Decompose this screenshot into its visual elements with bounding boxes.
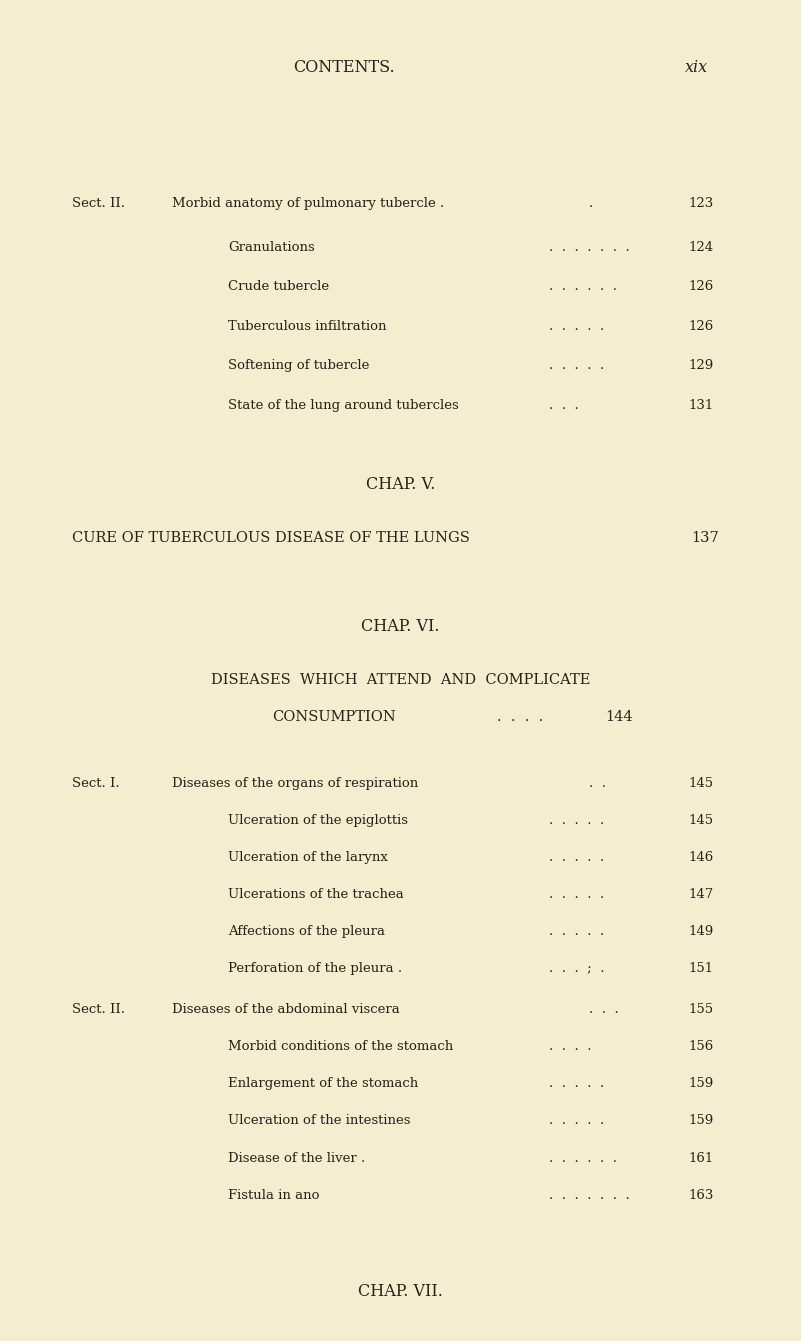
Text: 131: 131 [688, 398, 714, 412]
Text: Morbid conditions of the stomach: Morbid conditions of the stomach [228, 1041, 453, 1053]
Text: 155: 155 [688, 1003, 714, 1016]
Text: Tuberculous infiltration: Tuberculous infiltration [228, 319, 387, 333]
Text: 149: 149 [688, 925, 714, 939]
Text: Disease of the liver .: Disease of the liver . [228, 1152, 365, 1164]
Text: .  .  .  .  .  .  .: . . . . . . . [549, 1188, 630, 1202]
Text: Ulceration of the larynx: Ulceration of the larynx [228, 852, 388, 864]
Text: .  .: . . [589, 776, 606, 790]
Text: CHAP. VII.: CHAP. VII. [358, 1283, 443, 1299]
Text: 159: 159 [688, 1114, 714, 1128]
Text: 137: 137 [691, 531, 718, 544]
Text: xix: xix [686, 59, 708, 76]
Text: 123: 123 [688, 197, 714, 211]
Text: 151: 151 [688, 963, 714, 975]
Text: .: . [589, 197, 593, 211]
Text: DISEASES  WHICH  ATTEND  AND  COMPLICATE: DISEASES WHICH ATTEND AND COMPLICATE [211, 673, 590, 687]
Text: Sect. I.: Sect. I. [72, 776, 119, 790]
Text: .  .  .  .: . . . . [497, 709, 543, 724]
Text: .  .  .  .  .: . . . . . [549, 852, 604, 864]
Text: .  .  .  .  .: . . . . . [549, 888, 604, 901]
Text: 156: 156 [688, 1041, 714, 1053]
Text: 126: 126 [688, 280, 714, 294]
Text: Perforation of the pleura .: Perforation of the pleura . [228, 963, 402, 975]
Text: .  .  .  .  .  .: . . . . . . [549, 280, 617, 294]
Text: Diseases of the abdominal viscera: Diseases of the abdominal viscera [172, 1003, 400, 1016]
Text: Ulcerations of the trachea: Ulcerations of the trachea [228, 888, 404, 901]
Text: 163: 163 [688, 1188, 714, 1202]
Text: .  .  .  .  .: . . . . . [549, 1114, 604, 1128]
Text: CONSUMPTION: CONSUMPTION [272, 709, 396, 724]
Text: Sect. II.: Sect. II. [72, 197, 125, 211]
Text: Crude tubercle: Crude tubercle [228, 280, 329, 294]
Text: CHAP. VI.: CHAP. VI. [361, 618, 440, 636]
Text: Softening of tubercle: Softening of tubercle [228, 359, 369, 373]
Text: Diseases of the organs of respiration: Diseases of the organs of respiration [172, 776, 418, 790]
Text: Sect. II.: Sect. II. [72, 1003, 125, 1016]
Text: CHAP. V.: CHAP. V. [366, 476, 435, 493]
Text: .  .  .  .  .: . . . . . [549, 359, 604, 373]
Text: .  .  .  .: . . . . [549, 1041, 591, 1053]
Text: Fistula in ano: Fistula in ano [228, 1188, 320, 1202]
Text: .  .  .  .  .: . . . . . [549, 925, 604, 939]
Text: Morbid anatomy of pulmonary tubercle .: Morbid anatomy of pulmonary tubercle . [172, 197, 445, 211]
Text: .  .  .  .  .: . . . . . [549, 319, 604, 333]
Text: Enlargement of the stomach: Enlargement of the stomach [228, 1077, 419, 1090]
Text: .  .  .  .  .  .  .: . . . . . . . [549, 240, 630, 253]
Text: CURE OF TUBERCULOUS DISEASE OF THE LUNGS: CURE OF TUBERCULOUS DISEASE OF THE LUNGS [72, 531, 470, 544]
Text: Ulceration of the epiglottis: Ulceration of the epiglottis [228, 814, 409, 827]
Text: 145: 145 [688, 814, 714, 827]
Text: .  .  .  .  .  .: . . . . . . [549, 1152, 617, 1164]
Text: Ulceration of the intestines: Ulceration of the intestines [228, 1114, 411, 1128]
Text: State of the lung around tubercles: State of the lung around tubercles [228, 398, 459, 412]
Text: 147: 147 [688, 888, 714, 901]
Text: .  .  .  ;  .: . . . ; . [549, 963, 604, 975]
Text: Granulations: Granulations [228, 240, 315, 253]
Text: .  .  .  .  .: . . . . . [549, 814, 604, 827]
Text: 144: 144 [605, 709, 632, 724]
Text: 146: 146 [688, 852, 714, 864]
Text: .  .  .: . . . [549, 398, 578, 412]
Text: .  .  .  .  .: . . . . . [549, 1077, 604, 1090]
Text: .  .  .: . . . [589, 1003, 618, 1016]
Text: 129: 129 [688, 359, 714, 373]
Text: 145: 145 [688, 776, 714, 790]
Text: CONTENTS.: CONTENTS. [294, 59, 395, 76]
Text: 124: 124 [688, 240, 714, 253]
Text: Affections of the pleura: Affections of the pleura [228, 925, 385, 939]
Text: 126: 126 [688, 319, 714, 333]
Text: 161: 161 [688, 1152, 714, 1164]
Text: 159: 159 [688, 1077, 714, 1090]
